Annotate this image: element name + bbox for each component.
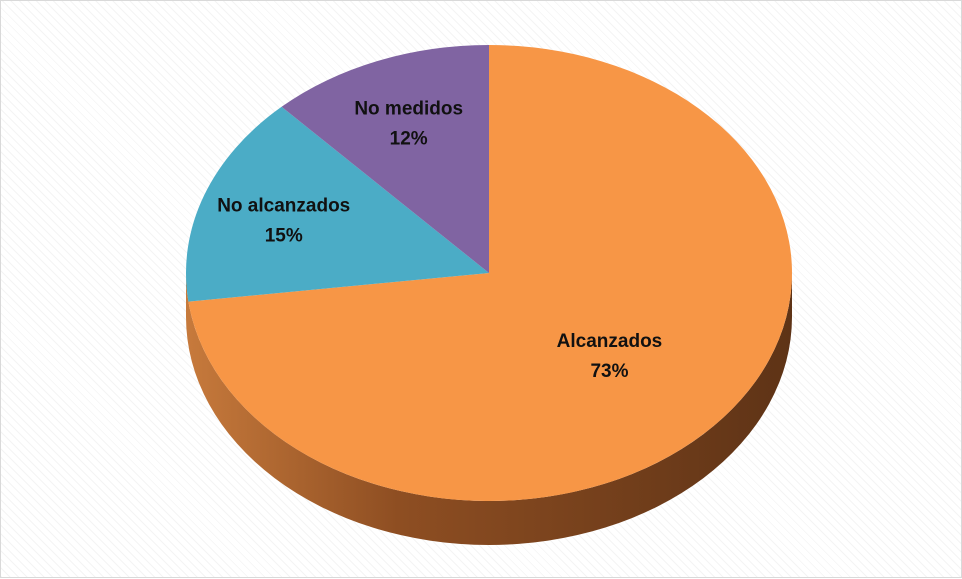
pie-slices bbox=[186, 44, 793, 501]
pie-side-wall bbox=[186, 273, 792, 545]
pie-wall-alcanzados bbox=[186, 273, 792, 545]
pie-slice-alcanzados bbox=[188, 45, 793, 501]
pie-slice-no-medidos bbox=[281, 44, 489, 273]
pie-labels: Alcanzados 73% No alcanzados 15% No medi… bbox=[217, 98, 662, 382]
slice-value-no-alcanzados: 15% bbox=[265, 225, 303, 246]
slice-value-no-medidos: 12% bbox=[390, 128, 428, 149]
slice-label-no-alcanzados: No alcanzados bbox=[217, 195, 350, 216]
slice-label-alcanzados: Alcanzados bbox=[557, 331, 663, 352]
slice-value-alcanzados: 73% bbox=[590, 361, 628, 382]
pie-slice-no-alcanzados bbox=[186, 106, 489, 302]
slice-label-no-medidos: No medidos bbox=[354, 98, 463, 119]
